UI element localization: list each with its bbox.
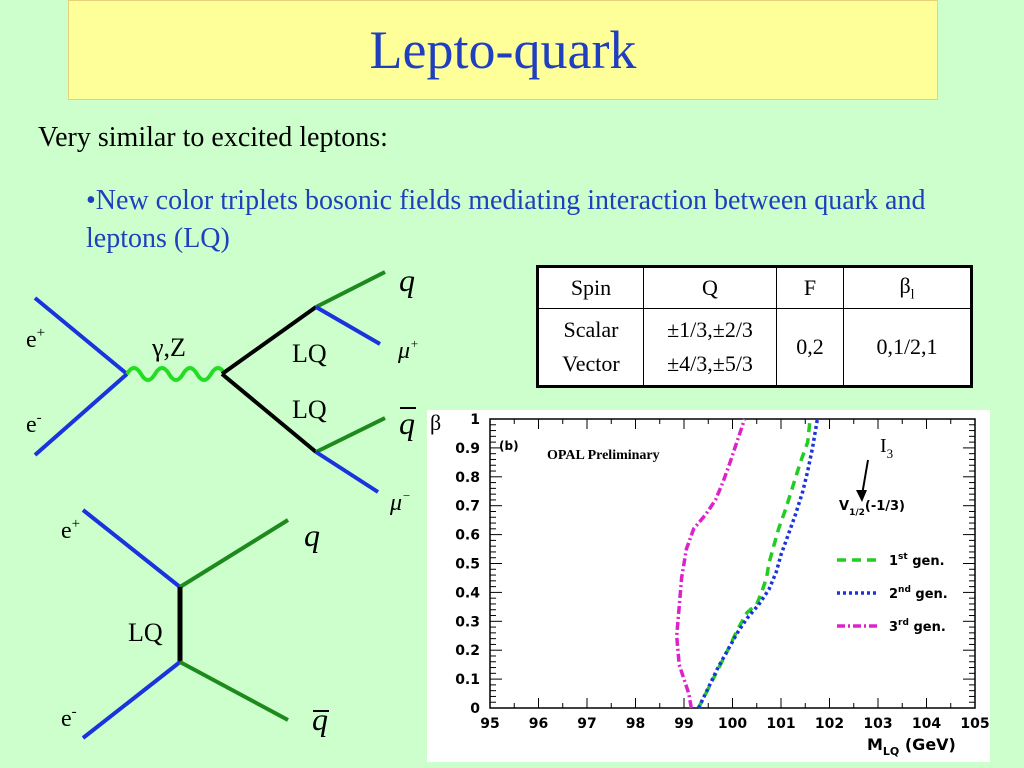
- series-line-1: [696, 418, 812, 709]
- e-minus-label-2: e-: [61, 704, 77, 732]
- x-tick-label: 101: [766, 716, 795, 732]
- q-label: q: [399, 262, 415, 298]
- cell-spin: Scalar Vector: [537, 308, 644, 387]
- y-axis-label: β: [430, 410, 441, 435]
- y-tick-label: 0.2: [455, 643, 480, 659]
- e-minus-line: [33, 372, 129, 457]
- mu-plus-line: [314, 305, 382, 346]
- legend-label-1: 1st gen.: [889, 552, 945, 569]
- lq-label-2: LQ: [128, 618, 163, 647]
- intro-text: Very similar to excited leptons:: [38, 122, 388, 153]
- slide-title: Lepto-quark: [369, 20, 637, 80]
- diagram-t-channel: e+ e- LQ q q: [61, 508, 329, 740]
- lq-label-bottom: LQ: [292, 395, 327, 424]
- cell-fermion-number: 0,2: [776, 308, 844, 387]
- panel-label: (b): [499, 439, 519, 453]
- x-tick-label: 102: [815, 716, 844, 732]
- y-tick-label: 0.1: [455, 672, 480, 688]
- x-tick-label: 103: [863, 716, 892, 732]
- cell-beta: 0,1/2,1: [843, 308, 972, 387]
- opal-exclusion-plot: 95 96 97 98 99 100 101 102 103 104 105 0 0.1 0.2 0.3 0.…: [427, 410, 990, 762]
- e-plus-line-2: [81, 508, 182, 589]
- x-axis-label: MLQ (GeV): [867, 735, 956, 758]
- title-box: Lepto-quark: [68, 0, 938, 100]
- y-tick-label: 1: [470, 412, 480, 428]
- qbar-label: q: [399, 405, 415, 441]
- x-tick-label: 97: [577, 716, 596, 732]
- legend-label-3: 3rd gen.: [889, 618, 946, 635]
- q-line: [315, 270, 386, 309]
- cell-charge: ±1/3,±2/3 ±4/3,±5/3: [643, 308, 777, 387]
- series-line-2: [696, 418, 820, 709]
- y-tick-label: 0.4: [455, 585, 480, 601]
- x-tick-label: 100: [718, 716, 747, 732]
- state-label: V1/2(-1/3): [839, 499, 905, 518]
- x-tick-label: 104: [912, 716, 941, 732]
- e-minus-label: e-: [26, 410, 42, 438]
- mu-plus-label: μ+: [397, 336, 419, 364]
- header-fermion-number: F: [776, 266, 844, 309]
- lq-label-top: LQ: [292, 339, 327, 368]
- i3-label: I3: [880, 435, 893, 461]
- y-tick-label: 0.6: [455, 528, 480, 544]
- table-header-row: Spin Q F βl: [537, 266, 972, 309]
- table-row: Scalar Vector ±1/3,±2/3 ±4/3,±5/3 0,2 0,1/…: [537, 308, 972, 387]
- chart-title: OPAL Preliminary: [547, 448, 660, 463]
- y-tick-label: 0: [470, 701, 480, 717]
- series-line-3: [674, 418, 747, 709]
- qbar-label-2: q: [312, 701, 328, 737]
- bullet-text: •New color triplets bosonic fields media…: [86, 185, 926, 254]
- quantum-number-table: Spin Q F βl Scalar Vector ±1/3,±2/3 ±4/3,±…: [536, 265, 973, 388]
- photon-z-line: [125, 366, 227, 382]
- mu-minus-label: μ−: [389, 488, 411, 516]
- feynman-diagrams: e+ e- γ,Z LQ LQ q μ+ q μ− e+ e- LQ q q: [26, 262, 419, 740]
- lq-line-top: [220, 305, 318, 376]
- legend-label-2: 2nd gen.: [889, 585, 948, 602]
- q-label-2: q: [304, 517, 320, 553]
- i3-arrowhead: [856, 490, 867, 502]
- e-minus-line-2: [81, 660, 182, 740]
- e-plus-line: [33, 296, 129, 376]
- e-plus-label: e+: [26, 325, 45, 353]
- y-tick-label: 0.8: [455, 470, 480, 486]
- x-tick-label: 95: [480, 716, 499, 732]
- qbar-line: [315, 416, 386, 454]
- y-tick-label: 0.3: [455, 614, 480, 630]
- y-tick-label: 0.9: [455, 441, 480, 457]
- i3-arrow: [861, 459, 869, 496]
- diagram-s-channel: e+ e- γ,Z LQ LQ q μ+ q μ−: [26, 262, 419, 516]
- x-tick-label: 105: [960, 716, 989, 732]
- boson-label: γ,Z: [151, 333, 186, 362]
- q-line-2: [178, 518, 290, 589]
- mu-minus-line: [314, 450, 380, 494]
- x-tick-label: 99: [674, 716, 693, 732]
- y-tick-label: 0.7: [455, 499, 480, 515]
- e-plus-label-2: e+: [61, 516, 80, 544]
- header-spin: Spin: [537, 266, 644, 309]
- header-charge: Q: [643, 266, 777, 309]
- x-tick-label: 98: [626, 716, 645, 732]
- qbar-line-2: [179, 660, 289, 722]
- x-tick-label: 96: [529, 716, 548, 732]
- lq-line-bottom: [220, 372, 318, 454]
- header-beta: βl: [843, 266, 972, 309]
- y-tick-label: 0.5: [455, 557, 480, 573]
